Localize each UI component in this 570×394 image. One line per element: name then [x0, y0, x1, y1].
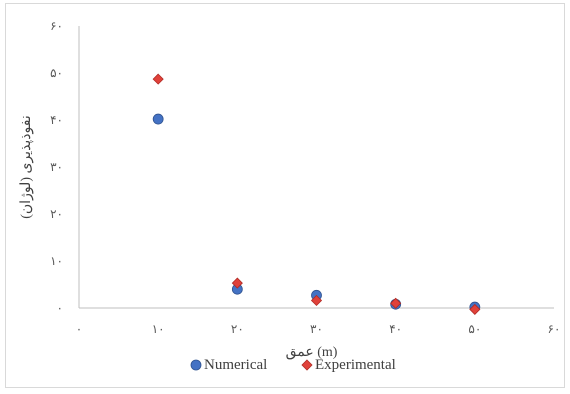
x-tick-label: ۰: [76, 322, 82, 336]
point-experimental: [469, 303, 481, 315]
x-tick-label: ۱۰: [152, 322, 165, 336]
y-tick-label: ۰: [57, 301, 63, 315]
point-experimental: [310, 294, 323, 307]
x-tick-label: ۳۰: [310, 322, 323, 336]
axes: [78, 26, 554, 309]
chart-frame: ۰ ۱۰ ۲۰ ۳۰ ۴۰ ۵۰ ۶۰ ۰ ۱۰ ۲۰ ۳۰ ۴۰ ۵۰ ۶۰ عمق (m) نفوذ…: [5, 3, 565, 388]
y-axis-title: نفوذپذیری (لوژان): [19, 115, 34, 219]
y-tick-label: ۶۰: [50, 19, 63, 33]
x-tick-label: ۴۰: [389, 322, 402, 336]
data-points: [152, 73, 481, 315]
legend-label-numerical: Numerical: [204, 357, 267, 373]
y-tick-label: ۳۰: [50, 160, 63, 174]
y-tick-label: ۱۰: [50, 254, 63, 268]
legend-label-experimental: Experimental: [315, 357, 396, 373]
y-tick-label: ۲۰: [50, 207, 63, 221]
legend: Numerical Experimental: [190, 357, 396, 373]
legend-marker-numerical: [190, 359, 202, 371]
y-tick-label: ۵۰: [50, 66, 63, 80]
legend-marker-experimental: [301, 359, 313, 371]
y-tick-label: ۴۰: [50, 113, 63, 127]
y-tick-labels: ۰ ۱۰ ۲۰ ۳۰ ۴۰ ۵۰ ۶۰: [50, 19, 63, 315]
x-tick-labels: ۰ ۱۰ ۲۰ ۳۰ ۴۰ ۵۰ ۶۰: [76, 322, 561, 336]
x-axis-title: عمق (m): [286, 345, 338, 360]
x-tick-label: ۵۰: [468, 322, 481, 336]
point-experimental: [390, 297, 402, 309]
x-tick-label: ۲۰: [231, 322, 244, 336]
scatter-chart: ۰ ۱۰ ۲۰ ۳۰ ۴۰ ۵۰ ۶۰ ۰ ۱۰ ۲۰ ۳۰ ۴۰ ۵۰ ۶۰ عمق (m) نفوذ…: [19, 19, 561, 373]
point-numerical: [152, 113, 164, 125]
x-tick-label: ۶۰: [548, 322, 561, 336]
point-experimental: [231, 277, 243, 289]
point-experimental: [152, 73, 164, 85]
